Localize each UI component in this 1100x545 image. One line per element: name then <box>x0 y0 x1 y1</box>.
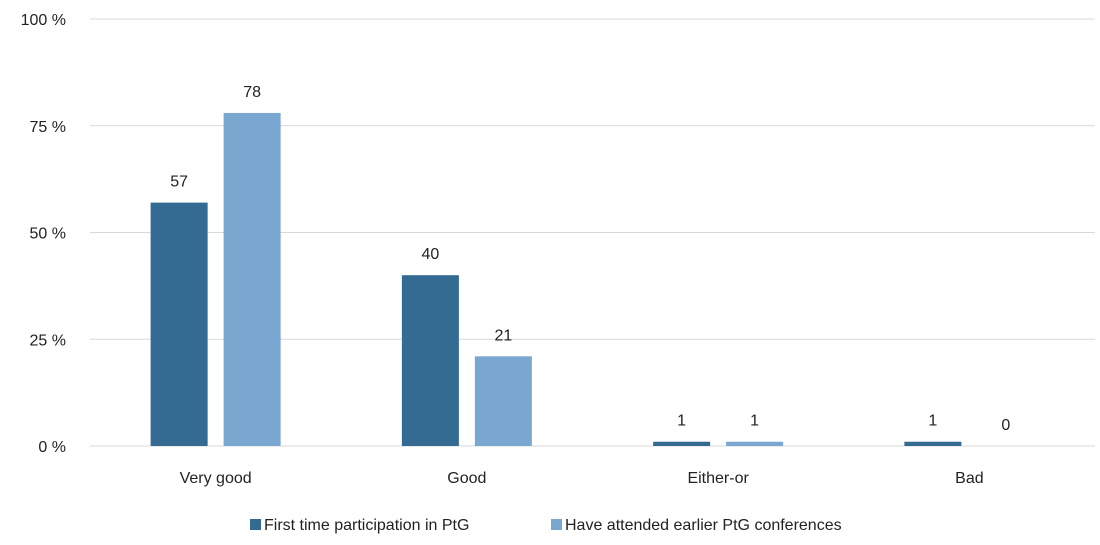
bar <box>223 112 281 446</box>
data-label: 78 <box>243 84 261 101</box>
legend: First time participation in PtG Have atte… <box>250 517 842 534</box>
bar <box>474 356 532 446</box>
legend-swatch <box>250 519 261 530</box>
bar <box>726 441 784 446</box>
bar <box>401 275 459 446</box>
x-axis-labels: Very good Good Either-or Bad <box>180 470 984 487</box>
data-label: 0 <box>1001 417 1010 434</box>
x-tick-label: Either-or <box>687 470 749 487</box>
legend-label: First time participation in PtG <box>264 517 469 534</box>
y-axis-labels: 0 % 25 % 50 % 75 % 100 % <box>21 12 66 456</box>
bar <box>904 441 962 446</box>
y-tick-label: 25 % <box>30 332 66 349</box>
data-label: 1 <box>928 413 937 430</box>
x-tick-label: Good <box>447 470 486 487</box>
bars <box>150 112 962 446</box>
y-tick-label: 100 % <box>21 12 66 29</box>
data-label: 40 <box>421 246 439 263</box>
x-tick-label: Very good <box>180 470 252 487</box>
data-label: 57 <box>170 174 188 191</box>
y-tick-label: 50 % <box>30 226 66 243</box>
y-tick-label: 0 % <box>38 439 66 456</box>
legend-label: Have attended earlier PtG conferences <box>565 517 842 534</box>
legend-swatch <box>551 519 562 530</box>
data-label: 1 <box>750 413 759 430</box>
data-label: 21 <box>494 327 512 344</box>
bar <box>150 202 208 446</box>
x-tick-label: Bad <box>955 470 983 487</box>
data-label: 1 <box>677 413 686 430</box>
y-tick-label: 75 % <box>30 119 66 136</box>
bar <box>653 441 711 446</box>
